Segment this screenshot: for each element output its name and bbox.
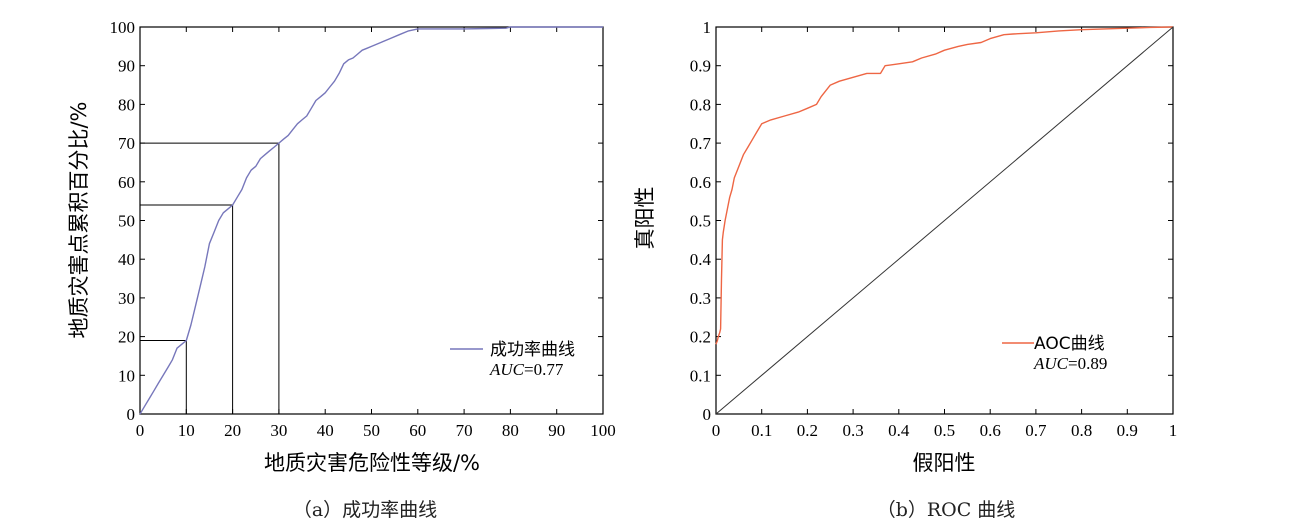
y-tick-label: 60 xyxy=(118,173,135,192)
x-tick-label: 1 xyxy=(1169,421,1178,440)
x-tick-label: 0.2 xyxy=(797,421,818,440)
x-tick-label: 0.3 xyxy=(842,421,863,440)
x-tick-label: 10 xyxy=(178,421,195,440)
y-tick-label: 0.1 xyxy=(690,366,711,385)
y-tick-label: 70 xyxy=(118,134,135,153)
chart-b-series xyxy=(715,26,1174,415)
chart-a-x-axis-label: 地质灾害危险性等级/% xyxy=(264,451,480,475)
series-line xyxy=(139,26,603,415)
x-tick-label: 30 xyxy=(270,421,287,440)
chart-a-legend-entry: 成功率曲线 xyxy=(490,340,575,360)
x-tick-label: 40 xyxy=(317,421,334,440)
x-tick-label: 50 xyxy=(363,421,380,440)
y-tick-label: 90 xyxy=(118,57,135,76)
y-tick-label: 80 xyxy=(118,95,135,114)
chart-b-auc-value: =0.89 xyxy=(1068,354,1107,373)
y-tick-label: 0.2 xyxy=(690,328,711,347)
y-tick-label: 0.5 xyxy=(690,212,711,231)
chart-b-auc-text: AUC=0.89 xyxy=(1033,354,1107,373)
y-tick-label: 1 xyxy=(703,18,712,37)
series-line xyxy=(715,26,1174,345)
y-tick-label: 0.7 xyxy=(690,134,712,153)
chart-a-legend: 成功率曲线 AUC=0.77 xyxy=(450,340,575,379)
x-tick-label: 90 xyxy=(548,421,565,440)
y-tick-label: 30 xyxy=(118,289,135,308)
chart-a-auc-text: AUC=0.77 xyxy=(489,360,564,379)
chart-b-auc-label: AUC xyxy=(1033,354,1069,373)
chart-a-auc-value: =0.77 xyxy=(524,360,564,379)
x-tick-label: 0.4 xyxy=(888,421,910,440)
x-tick-label: 0.6 xyxy=(980,421,1001,440)
chart-a-reference-lines xyxy=(140,142,280,414)
chart-b-legend-entry: AOC曲线 xyxy=(1034,334,1105,354)
x-tick-label: 0 xyxy=(136,421,145,440)
y-tick-label: 0 xyxy=(703,405,712,424)
x-tick-label: 0.5 xyxy=(934,421,955,440)
y-tick-label: 40 xyxy=(118,250,135,269)
chart-a-ticks: 0 10 20 30 40 50 60 70 80 90 100 0 10 20 30 40 50 60 70 80 9… xyxy=(110,18,616,440)
y-tick-label: 0.6 xyxy=(690,173,711,192)
x-tick-label: 80 xyxy=(502,421,519,440)
diagonal-reference-line xyxy=(715,26,1174,415)
y-tick-label: 0.9 xyxy=(690,57,711,76)
roc-chart: 0 0.1 0.2 0.3 0.4 0.5 0.6 0.7 0.8 0.9 1 0 0.1 0.2 0.3 0… xyxy=(633,18,1177,521)
x-tick-label: 100 xyxy=(590,421,616,440)
chart-b-y-axis-label: 真阳性 xyxy=(633,187,657,250)
chart-b-x-axis-label: 假阳性 xyxy=(913,451,976,475)
x-tick-label: 0.7 xyxy=(1025,421,1047,440)
y-tick-label: 20 xyxy=(118,328,135,347)
x-tick-label: 0 xyxy=(712,421,721,440)
x-tick-label: 60 xyxy=(409,421,426,440)
x-tick-label: 0.8 xyxy=(1071,421,1092,440)
success-rate-chart: 0 10 20 30 40 50 60 70 80 90 100 0 10 20 30 40 50 60 70 80 9… xyxy=(67,18,616,521)
y-tick-label: 0.4 xyxy=(690,250,712,269)
chart-b-caption: （b）ROC 曲线 xyxy=(877,499,1016,521)
chart-a-caption: （a）成功率曲线 xyxy=(293,499,437,521)
chart-a-series xyxy=(139,26,603,415)
y-tick-label: 0.3 xyxy=(690,289,711,308)
x-tick-label: 0.9 xyxy=(1117,421,1138,440)
y-tick-label: 0.8 xyxy=(690,95,711,114)
x-tick-label: 20 xyxy=(224,421,241,440)
chart-a-y-axis-label: 地质灾害点累积百分比/% xyxy=(67,101,91,338)
y-tick-label: 10 xyxy=(118,366,135,385)
y-tick-label: 100 xyxy=(110,18,136,37)
chart-b-legend: AOC曲线 AUC=0.89 xyxy=(1002,334,1107,373)
chart-a-auc-label: AUC xyxy=(489,360,525,379)
y-tick-label: 50 xyxy=(118,212,135,231)
x-tick-label: 70 xyxy=(456,421,473,440)
y-tick-label: 0 xyxy=(127,405,136,424)
chart-b-ticks: 0 0.1 0.2 0.3 0.4 0.5 0.6 0.7 0.8 0.9 1 0 0.1 0.2 0.3 0… xyxy=(690,18,1178,440)
x-tick-label: 0.1 xyxy=(751,421,772,440)
